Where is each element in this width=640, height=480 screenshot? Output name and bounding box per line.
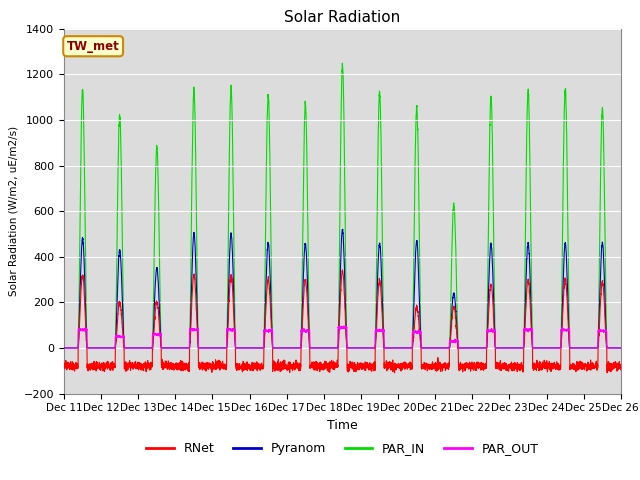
PAR_OUT xyxy=(467,345,475,351)
Title: Solar Radiation: Solar Radiation xyxy=(284,10,401,25)
PAR_IN xyxy=(322,345,330,351)
X-axis label: Time: Time xyxy=(327,419,358,432)
Line: RNet: RNet xyxy=(64,270,621,373)
PAR_OUT xyxy=(499,345,507,351)
Pyranom xyxy=(616,345,624,351)
PAR_IN xyxy=(467,345,475,351)
Pyranom xyxy=(499,345,507,351)
Pyranom xyxy=(160,345,168,351)
Pyranom xyxy=(467,345,475,351)
RNet xyxy=(499,363,507,369)
PAR_IN xyxy=(436,345,444,351)
PAR_IN xyxy=(616,345,624,351)
PAR_OUT xyxy=(616,345,624,351)
RNet xyxy=(468,363,476,369)
Y-axis label: Solar Radiation (W/m2, uE/m2/s): Solar Radiation (W/m2, uE/m2/s) xyxy=(8,126,18,296)
RNet xyxy=(616,361,624,367)
PAR_OUT xyxy=(436,345,444,351)
Pyranom xyxy=(322,345,330,351)
RNet xyxy=(436,361,444,367)
RNet xyxy=(390,370,398,376)
PAR_IN xyxy=(339,60,346,66)
Legend: RNet, Pyranom, PAR_IN, PAR_OUT: RNet, Pyranom, PAR_IN, PAR_OUT xyxy=(141,437,544,460)
PAR_OUT xyxy=(617,345,625,351)
PAR_OUT xyxy=(60,345,68,351)
RNet xyxy=(160,362,168,368)
PAR_OUT xyxy=(339,323,347,329)
Pyranom xyxy=(617,345,625,351)
PAR_IN xyxy=(60,345,68,351)
PAR_OUT xyxy=(160,345,168,351)
RNet xyxy=(617,363,625,369)
Line: PAR_OUT: PAR_OUT xyxy=(64,326,621,348)
RNet xyxy=(60,362,68,368)
PAR_IN xyxy=(617,345,625,351)
Text: TW_met: TW_met xyxy=(67,40,120,53)
Pyranom xyxy=(436,345,444,351)
Pyranom xyxy=(339,227,347,232)
Pyranom xyxy=(60,345,68,351)
PAR_IN xyxy=(499,345,507,351)
Line: Pyranom: Pyranom xyxy=(64,229,621,348)
PAR_IN xyxy=(160,345,168,351)
Line: PAR_IN: PAR_IN xyxy=(64,63,621,348)
RNet xyxy=(322,365,330,371)
RNet xyxy=(339,267,346,273)
PAR_OUT xyxy=(322,345,330,351)
